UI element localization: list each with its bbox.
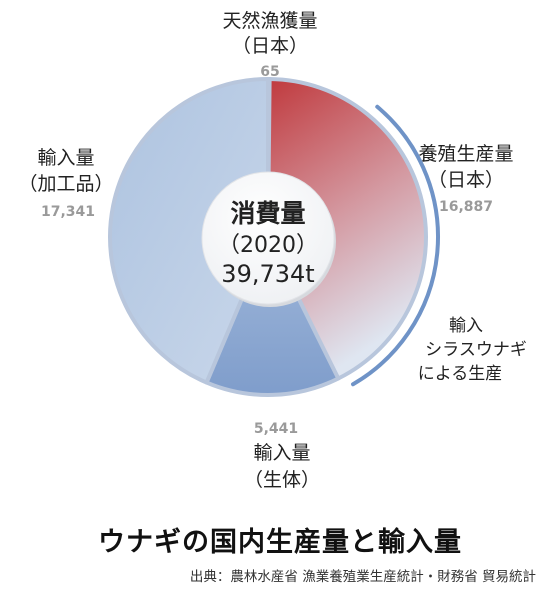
label-natural-line2: （日本） xyxy=(232,35,308,57)
label-import-proc-line1: 輸入量 xyxy=(37,147,94,169)
label-farmed-line1: 養殖生産量 xyxy=(418,143,513,165)
center-circle xyxy=(201,171,335,305)
value-natural: 65 xyxy=(260,64,279,80)
annotation-line1: 輸入 xyxy=(449,316,483,336)
pie-slice-import_proc xyxy=(108,77,270,385)
center-title: 消費量 xyxy=(230,199,305,228)
label-natural-line1: 天然漁獲量 xyxy=(222,10,317,32)
pie-slice-import_live xyxy=(204,235,341,397)
label-farmed-line2: （日本） xyxy=(428,169,504,191)
annotation-line3: による生産 xyxy=(418,364,503,384)
value-import-proc: 17,341 xyxy=(41,204,95,220)
label-import-live-line1: 輸入量 xyxy=(253,442,310,464)
annotation-line2: シラスウナギ xyxy=(425,340,527,360)
pie-slice-farmed xyxy=(266,77,428,381)
value-import-live: 5,441 xyxy=(254,421,298,437)
chart-title: ウナギの国内生産量と輸入量 xyxy=(98,527,462,558)
pie-chart: 消費量 （2020） 39,734t 天然漁獲量 （日本） 65 養殖生産量 （… xyxy=(18,10,527,491)
label-import-proc-line2: （加工品） xyxy=(18,173,113,195)
shirasu-annotation-arc xyxy=(351,104,440,387)
center-total: 39,734t xyxy=(221,260,314,288)
source-note: 出典：農林水産省 漁業養殖業生産統計・財務省 貿易統計 xyxy=(189,569,536,585)
center-year: （2020） xyxy=(218,233,318,258)
label-import-live-line2: （生体） xyxy=(244,469,320,491)
value-farmed: 16,887 xyxy=(439,199,493,215)
